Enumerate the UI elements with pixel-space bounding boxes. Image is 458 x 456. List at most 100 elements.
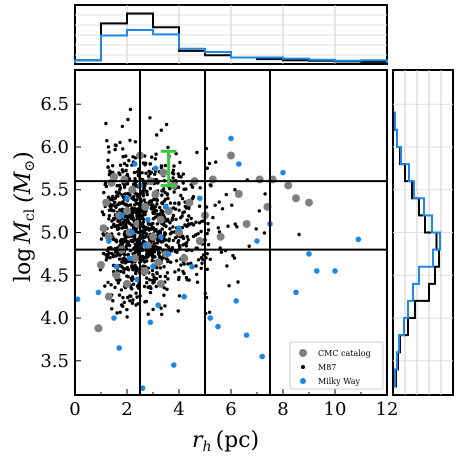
- milky-way-point: [129, 229, 135, 236]
- m87-point: [197, 221, 202, 225]
- m87-point: [115, 193, 120, 197]
- m87-point: [116, 281, 121, 285]
- cmc-point: [110, 172, 118, 181]
- m87-point: [154, 227, 158, 232]
- m87-point: [162, 293, 166, 297]
- milky-way-point: [158, 233, 164, 240]
- m87-point: [121, 155, 125, 159]
- m87-point: [217, 230, 222, 234]
- m87-point: [191, 195, 196, 199]
- m87-point: [195, 280, 200, 284]
- cmc-point: [284, 181, 293, 190]
- milky-way-point: [132, 161, 138, 167]
- m87-point: [151, 204, 155, 208]
- m87-point: [133, 177, 137, 181]
- milky-way-point: [106, 238, 112, 244]
- y-label-sun: ⊙: [22, 160, 38, 172]
- m87-point: [100, 210, 105, 214]
- m87-point: [161, 189, 165, 193]
- m87-point: [134, 202, 139, 206]
- m87-point: [163, 197, 168, 201]
- m87-point: [148, 186, 152, 191]
- x-tick-label: 2: [121, 399, 132, 420]
- milky-way-point: [165, 251, 172, 257]
- m87-point: [117, 257, 122, 261]
- m87-point: [121, 295, 125, 300]
- milky-way-point: [243, 332, 250, 338]
- x-tick-label: 10: [324, 399, 347, 420]
- m87-point: [224, 192, 228, 197]
- m87-point: [166, 258, 170, 262]
- m87-point: [107, 251, 111, 255]
- m87-point: [185, 235, 189, 239]
- milky-way-point: [171, 362, 177, 368]
- cmc-point: [102, 198, 111, 207]
- y-axis-label: logMcl(M⊙): [11, 151, 38, 282]
- m87-point: [167, 237, 171, 241]
- m87-point: [184, 187, 188, 191]
- cmc-point: [94, 324, 103, 333]
- m87-point: [196, 258, 201, 262]
- m87-point: [124, 168, 128, 173]
- cmc-point: [242, 219, 251, 228]
- milky-way-point: [116, 345, 122, 351]
- cmc-point: [123, 207, 131, 216]
- cmc-point: [141, 202, 150, 211]
- m87-point: [153, 157, 158, 161]
- m87-point: [197, 204, 202, 208]
- m87-point: [110, 307, 114, 311]
- y-axis-ticks: 3.5 4.0 4.5 5.0 5.5 6.0 6.5: [40, 94, 81, 372]
- m87-point: [127, 243, 132, 248]
- m87-point: [129, 294, 133, 298]
- m87-point: [257, 209, 261, 213]
- m87-point: [194, 220, 198, 224]
- m87-point: [163, 163, 167, 168]
- legend-box: [289, 341, 384, 390]
- m87-point: [118, 208, 122, 212]
- milky-way-point: [134, 276, 141, 283]
- milky-way-point: [176, 225, 182, 232]
- m87-point: [126, 275, 130, 279]
- milky-way-point: [207, 315, 213, 321]
- right-histogram: [392, 69, 454, 396]
- m87-point: [112, 209, 116, 213]
- m87-point: [115, 311, 119, 315]
- right-histogram-series: [394, 111, 441, 388]
- m87-point: [141, 161, 146, 165]
- m87-point: [154, 284, 158, 289]
- m87-point: [111, 164, 115, 168]
- m87-point: [135, 216, 139, 221]
- m87-point: [120, 239, 124, 243]
- m87-point: [140, 254, 145, 259]
- m87-point: [122, 185, 127, 189]
- cmc-point: [156, 279, 165, 288]
- m87-point: [124, 154, 128, 158]
- m87-point: [152, 216, 156, 220]
- m87-point: [144, 232, 149, 236]
- m87-point: [141, 220, 145, 224]
- m87-point: [208, 257, 212, 261]
- m87-point: [170, 246, 175, 250]
- m87-point: [172, 164, 176, 168]
- m87-point: [163, 238, 167, 242]
- m87-point: [186, 238, 190, 242]
- milky-way-point: [215, 323, 221, 330]
- milky-way-point: [197, 195, 203, 202]
- m87-point: [107, 208, 112, 212]
- m87-point: [113, 204, 117, 208]
- m87-point: [213, 203, 217, 207]
- milky-way-point: [306, 251, 312, 257]
- svg-text:logMcl(M⊙): logMcl(M⊙): [11, 151, 38, 282]
- m87-point: [120, 265, 124, 269]
- cmc-point: [104, 292, 113, 301]
- m87-point: [140, 171, 144, 175]
- milky-way-point: [145, 216, 151, 223]
- m87-point: [146, 312, 150, 316]
- m87-point: [113, 147, 117, 152]
- m87-point: [128, 203, 133, 207]
- cmc-point: [195, 237, 204, 246]
- m87-point: [152, 279, 156, 283]
- cmc-point: [104, 232, 113, 241]
- m87-point: [174, 217, 178, 222]
- m87-point: [206, 228, 211, 232]
